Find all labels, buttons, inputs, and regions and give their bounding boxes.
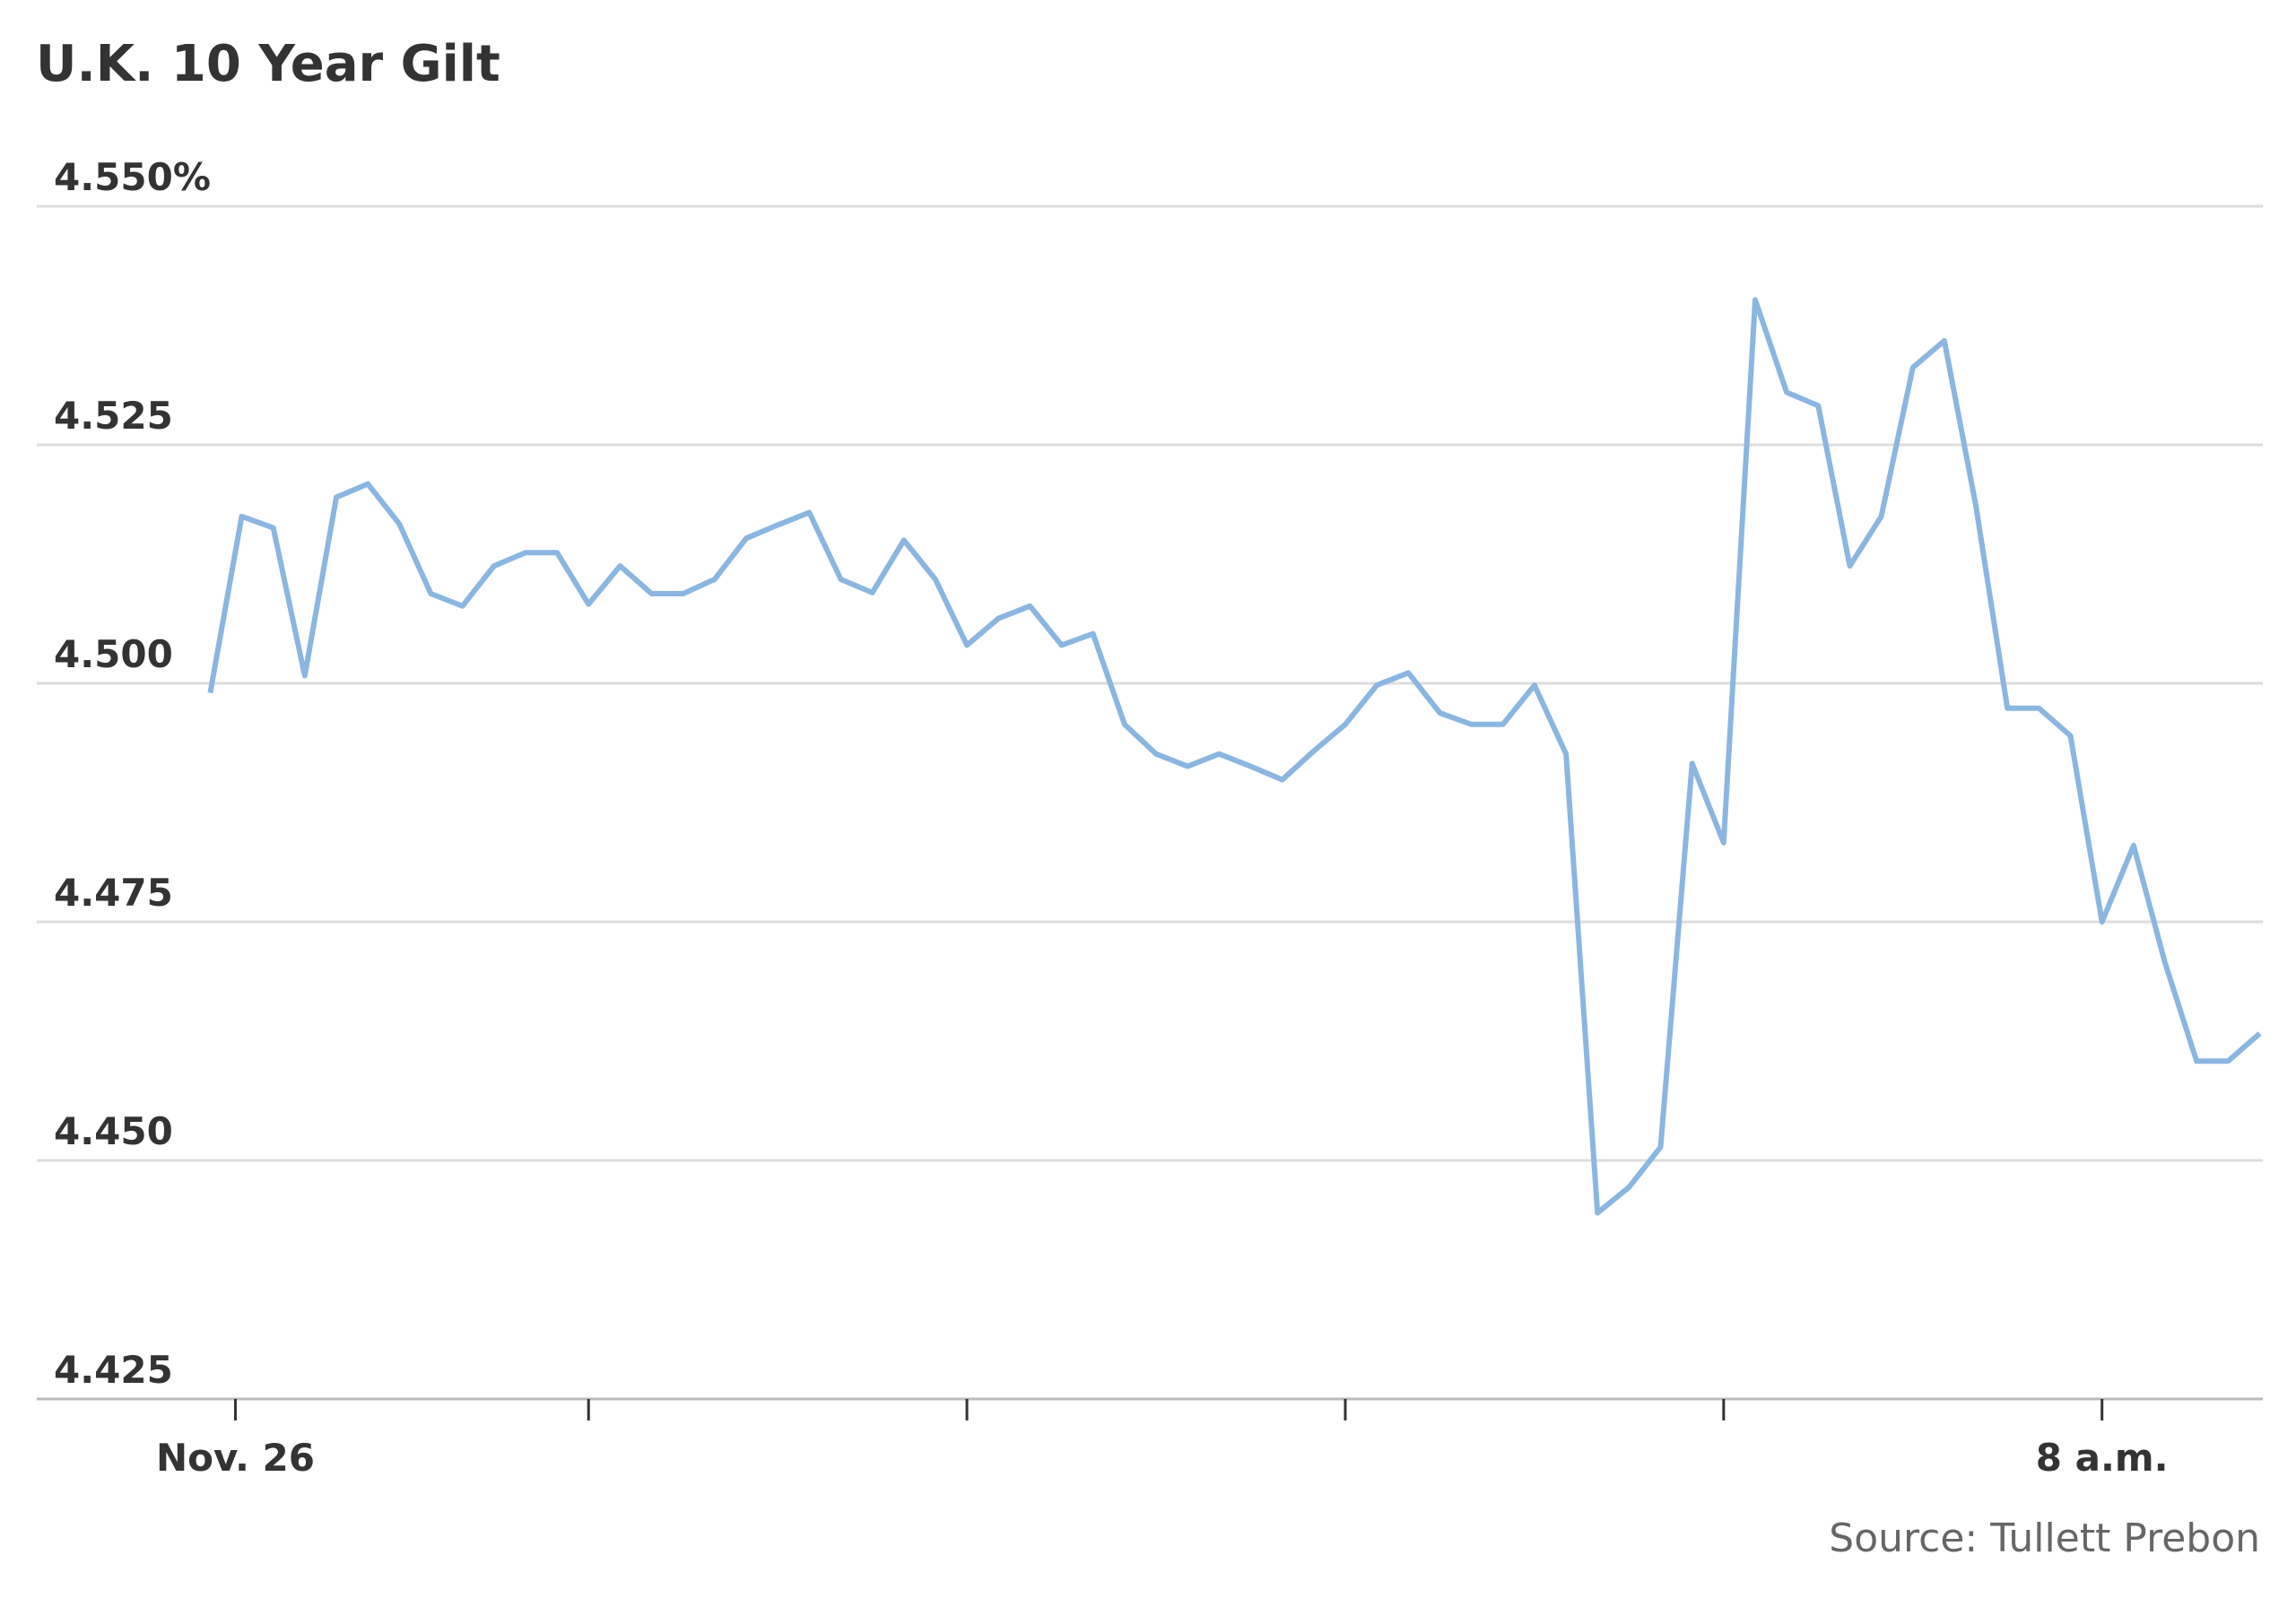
y-tick-label: 4.500 — [54, 632, 173, 676]
y-tick-label: 4.525 — [54, 394, 173, 438]
y-tick-label: 4.450 — [54, 1109, 173, 1153]
series-line — [207, 297, 2262, 1216]
y-tick-label: 4.425 — [54, 1348, 173, 1392]
x-tick-label: Nov. 26 — [156, 1436, 315, 1480]
y-tick-label: 4.550% — [54, 155, 211, 199]
y-tick-label: 4.475 — [54, 871, 173, 915]
chart-title: U.K. 10 Year Gilt — [36, 35, 500, 93]
source: Source: Tullett Prebon — [1829, 1516, 2260, 1561]
x-tick-label: 8 a.m. — [2036, 1436, 2169, 1480]
